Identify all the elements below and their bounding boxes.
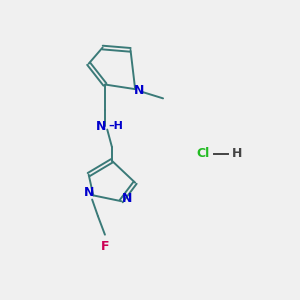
Text: F: F	[101, 240, 109, 253]
Text: –H: –H	[109, 121, 124, 131]
Text: N: N	[134, 84, 144, 97]
Text: N: N	[83, 186, 94, 199]
Text: N: N	[96, 120, 106, 133]
Text: Cl: Cl	[196, 147, 209, 160]
Text: N: N	[122, 192, 132, 205]
Text: H: H	[232, 147, 243, 160]
